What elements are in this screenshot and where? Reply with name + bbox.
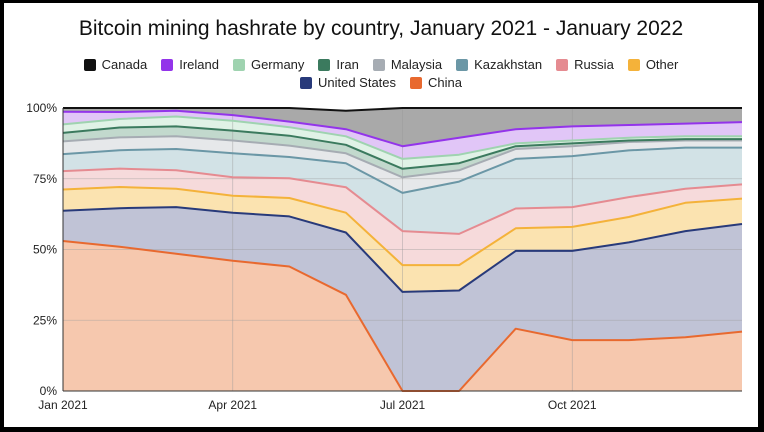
- legend-item: Malaysia: [372, 57, 443, 72]
- x-tick-label: Oct 2021: [548, 398, 597, 412]
- legend-row-1: Canada Ireland Germany Iran Malaysia Kazakhst…: [4, 57, 758, 72]
- legend-item: Kazakhstan: [456, 57, 542, 72]
- line-canada: [63, 107, 742, 112]
- legend-item: Iran: [318, 57, 359, 72]
- line-other: [62, 186, 743, 267]
- chart-frame: Bitcoin mining hashrate by country, Janu…: [4, 3, 758, 427]
- legend-swatch: [299, 76, 312, 89]
- y-tick-label: 0%: [40, 384, 58, 398]
- legend-label: Canada: [101, 57, 148, 72]
- y-tick-label: 75%: [33, 172, 57, 186]
- x-tick-label: Jul 2021: [380, 398, 426, 412]
- stacked-area-chart: 0% 25% 50% 75% 100% Jan 2021 Apr 2021 Jul 2021 O…: [26, 101, 743, 412]
- y-tick-label: 25%: [33, 313, 57, 327]
- legend-swatch: [556, 58, 569, 71]
- legend-label: Iran: [336, 57, 359, 72]
- legend-item: United States: [299, 75, 397, 90]
- legend-swatch: [410, 76, 423, 89]
- legend-item: Other: [627, 57, 679, 72]
- x-tick-label: Apr 2021: [208, 398, 257, 412]
- line-kazakhstan: [62, 146, 742, 194]
- line-iran: [62, 125, 742, 170]
- legend-item: Russia: [556, 57, 614, 72]
- legend-swatch: [318, 58, 331, 71]
- y-tick-label: 100%: [26, 101, 57, 115]
- legend-row-2: United States China: [4, 75, 758, 90]
- legend-label: United States: [317, 75, 397, 90]
- x-tick-label: Jan 2021: [38, 398, 88, 412]
- line-united-states: [62, 206, 743, 293]
- legend-label: China: [428, 75, 462, 90]
- line-malaysia: [62, 135, 742, 179]
- legend-label: Germany: [250, 57, 305, 72]
- line-germany: [62, 115, 742, 160]
- legend-swatch: [83, 58, 96, 71]
- legend-swatch: [456, 58, 469, 71]
- legend-label: Ireland: [179, 57, 219, 72]
- legend-label: Russia: [574, 57, 614, 72]
- legend-swatch: [372, 58, 385, 71]
- legend-item: China: [410, 75, 462, 90]
- legend-label: Other: [645, 57, 679, 72]
- legend-item: Germany: [232, 57, 305, 72]
- chart-title: Bitcoin mining hashrate by country, Janu…: [78, 17, 684, 40]
- legend-swatch: [232, 58, 245, 71]
- legend-item: Canada: [83, 57, 148, 72]
- legend-label: Kazakhstan: [474, 57, 543, 72]
- y-tick-label: 50%: [33, 243, 57, 257]
- line-russia: [62, 167, 743, 235]
- legend-item: Ireland: [161, 57, 219, 72]
- legend-swatch: [627, 58, 640, 71]
- line-ireland: [62, 109, 743, 148]
- legend-swatch: [161, 58, 174, 71]
- legend-label: Malaysia: [390, 57, 443, 72]
